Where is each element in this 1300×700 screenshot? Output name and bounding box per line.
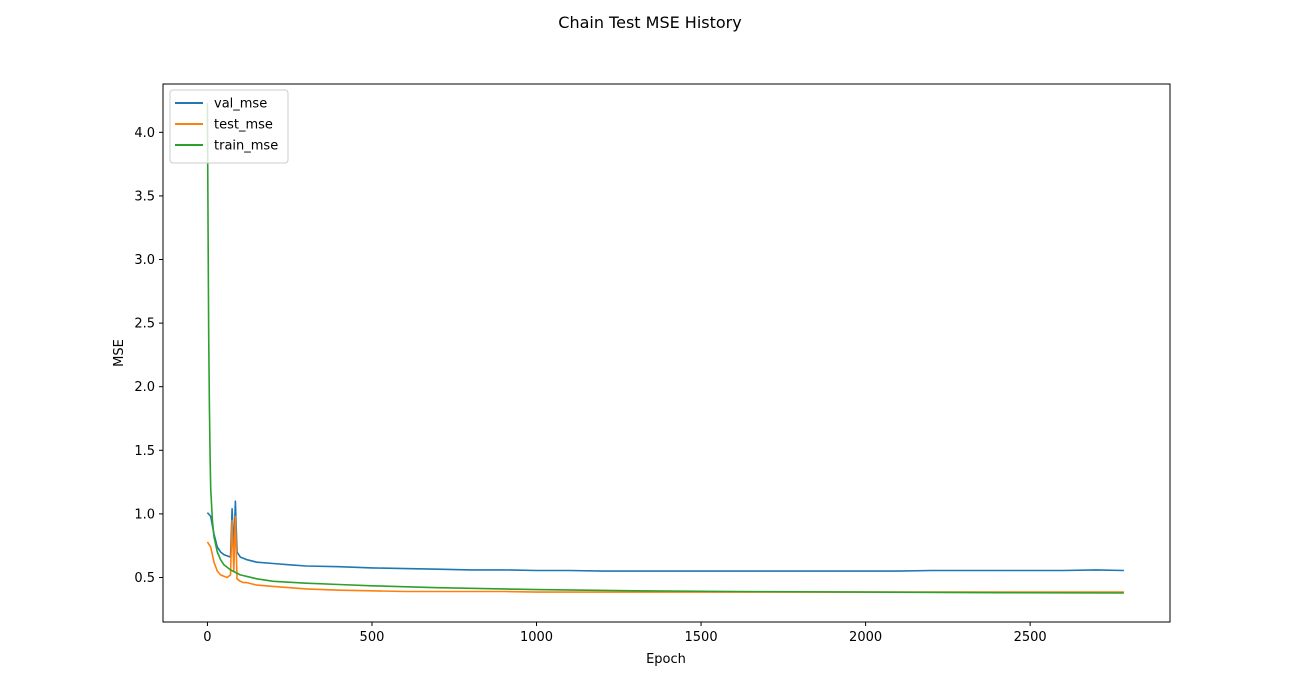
series-line-val_mse [206,500,1124,572]
legend-label-train_mse: train_mse [214,139,278,154]
y-axis-label: MSE [112,339,127,367]
legend-label-val_mse: val_mse [214,97,267,112]
y-tick-label: 3.0 [134,253,155,268]
x-axis-label: Epoch [646,652,686,667]
legend-label-test_mse: test_mse [214,118,273,133]
plot-frame [162,83,1171,623]
y-tick-label: 4.0 [134,126,155,141]
series-layer [206,103,1124,594]
x-axis-ticks: 0 500 1000 1500 2000 2500 [203,622,1047,645]
y-tick-label: 2.5 [134,317,155,332]
series-line-test_mse [206,515,1124,593]
x-tick-label: 0 [203,630,211,645]
x-tick-label: 2500 [1014,630,1047,645]
chart-title: Chain Test MSE History [558,13,741,32]
x-tick-label: 1000 [520,630,553,645]
y-tick-label: 1.5 [134,444,155,459]
y-tick-label: 1.0 [134,507,155,522]
x-tick-label: 1500 [685,630,718,645]
x-tick-label: 500 [360,630,385,645]
y-tick-label: 2.0 [134,380,155,395]
y-axis-ticks: 0.5 1.0 1.5 2.0 2.5 3.0 3.5 4.0 [134,126,163,586]
legend: val_mse test_mse train_mse [169,89,289,164]
x-tick-label: 2000 [849,630,882,645]
y-tick-label: 0.5 [134,571,155,586]
series-line-train_mse [206,103,1124,594]
y-tick-label: 3.5 [134,189,155,204]
